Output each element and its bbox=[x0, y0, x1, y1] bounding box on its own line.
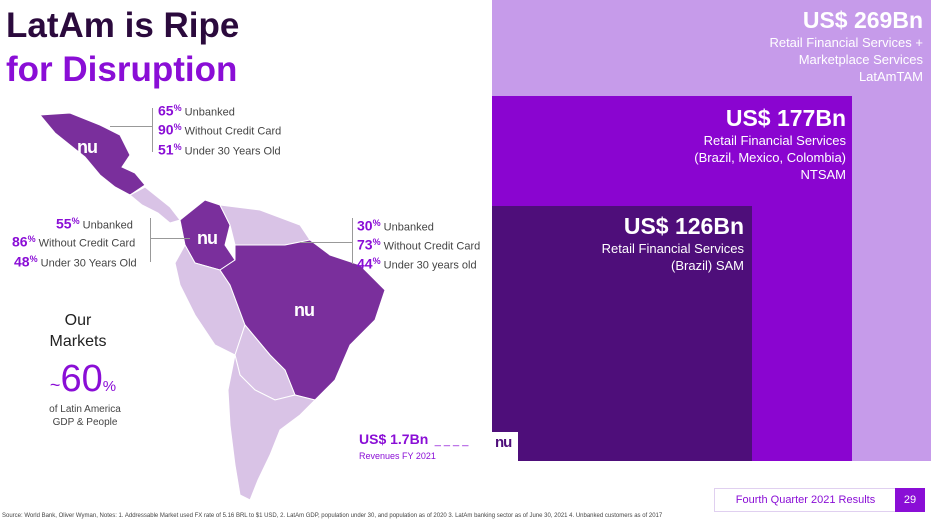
revenue-callout: US$ 1.7Bn _ _ _ _ Revenues FY 2021 bbox=[359, 431, 468, 461]
sam-region-line-1: Retail Financial Services bbox=[703, 133, 846, 148]
markets-tilde: ~ bbox=[49, 375, 61, 395]
sam-brazil-line-2: (Brazil) SAM bbox=[671, 258, 744, 273]
colombia-stat-under30: 48% Under 30 Years Old bbox=[14, 253, 137, 270]
mexico-connector bbox=[110, 126, 152, 127]
central-america-shape bbox=[129, 186, 181, 224]
revenue-dashes: _ _ _ _ bbox=[434, 435, 469, 447]
tam-value: US$ 269Bn bbox=[802, 7, 923, 33]
sam-brazil-box bbox=[492, 206, 752, 461]
tam-line-1: Retail Financial Services + bbox=[769, 35, 923, 50]
colombia-connector bbox=[150, 238, 190, 239]
brazil-shape bbox=[219, 239, 386, 401]
mexico-stat-under30: 51% Under 30 Years Old bbox=[158, 141, 281, 158]
sam-region-line-3: NTSAM bbox=[800, 167, 847, 182]
markets-sub-2: GDP & People bbox=[52, 417, 118, 428]
title-line-1: LatAm is Ripe bbox=[6, 6, 240, 45]
brazil-connector bbox=[300, 242, 352, 243]
southern-cone-shape bbox=[227, 354, 316, 501]
nu-logo-colombia: nu bbox=[197, 228, 218, 248]
our-markets-line-1: Our bbox=[64, 312, 92, 329]
sam-brazil-label: US$ 126Bn Retail Financial Services (Bra… bbox=[602, 212, 744, 274]
sam-brazil-line-1: Retail Financial Services bbox=[601, 241, 744, 256]
our-markets-heading: Our Markets bbox=[40, 310, 116, 352]
markets-sub-1: of Latin America bbox=[49, 404, 121, 415]
sam-brazil-value: US$ 126Bn bbox=[623, 213, 744, 239]
markets-unit: % bbox=[102, 378, 117, 395]
colombia-bracket bbox=[150, 218, 151, 262]
our-markets-line-2: Markets bbox=[49, 333, 107, 350]
sam-region-label: US$ 177Bn Retail Financial Services (Bra… bbox=[694, 104, 846, 183]
markets-percentage: ~60% bbox=[40, 358, 126, 401]
venezuela-shape bbox=[219, 204, 311, 246]
sam-region-line-2: (Brazil, Mexico, Colombia) bbox=[694, 150, 846, 165]
page-number: 29 bbox=[895, 488, 925, 512]
tam-line-3: LatAmTAM bbox=[858, 69, 923, 84]
mexico-shape bbox=[38, 112, 146, 196]
source-note: Source: World Bank, Oliver Wyman, Notes:… bbox=[2, 513, 663, 519]
mexico-bracket bbox=[152, 108, 153, 152]
mexico-stat-credit: 90% Without Credit Card bbox=[158, 121, 282, 138]
brazil-stat-unbanked: 30% Unbanked bbox=[357, 217, 434, 234]
nu-logo-brazil: nu bbox=[294, 300, 315, 320]
footer-label: Fourth Quarter 2021 Results bbox=[714, 488, 897, 512]
revenue-value: US$ 1.7Bn bbox=[359, 431, 429, 447]
brazil-bracket bbox=[352, 218, 353, 264]
markets-subtitle: of Latin America GDP & People bbox=[30, 403, 140, 429]
revenue-label: Revenues FY 2021 bbox=[359, 451, 436, 461]
nu-logo-small: nu bbox=[495, 434, 512, 451]
title-line-2: for Disruption bbox=[6, 50, 238, 89]
colombia-stat-credit: 86% Without Credit Card bbox=[12, 233, 136, 250]
brazil-stat-under30: 44% Under 30 years old bbox=[357, 255, 477, 272]
nu-logo-mexico: nu bbox=[77, 137, 98, 157]
page-title: LatAm is Ripe for Disruption bbox=[6, 4, 239, 92]
latam-map bbox=[38, 112, 386, 501]
colombia-stat-unbanked: 55% Unbanked bbox=[56, 215, 133, 232]
mexico-stat-unbanked: 65% Unbanked bbox=[158, 102, 235, 119]
markets-value: 60 bbox=[60, 358, 103, 400]
sam-region-value: US$ 177Bn bbox=[725, 105, 846, 131]
brazil-stat-credit: 73% Without Credit Card bbox=[357, 236, 481, 253]
revenue-box: nu bbox=[492, 432, 518, 461]
tam-line-2: Marketplace Services bbox=[798, 52, 923, 67]
tam-label: US$ 269Bn Retail Financial Services + Ma… bbox=[769, 6, 923, 85]
